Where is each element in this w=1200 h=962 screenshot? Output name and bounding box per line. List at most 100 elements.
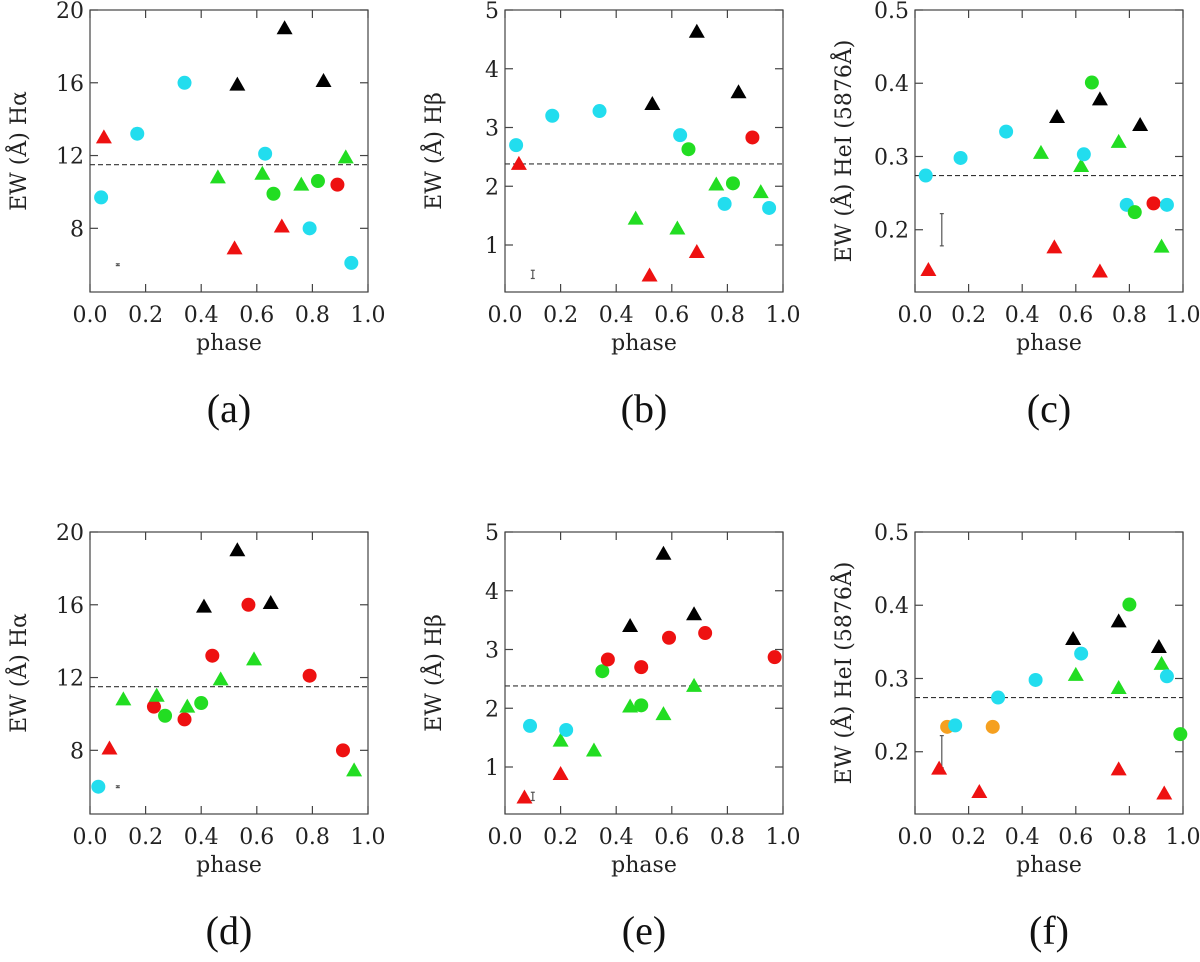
data-point-cyan-circle — [559, 722, 574, 737]
data-point-green-triangle — [1073, 158, 1090, 173]
panel-2: 0.0 0.2 0.4 0.6 0.8 1.0 1 2 3 4 5 phase EW (Å) Hβ (b) — [419, 0, 801, 431]
x-tick-label: 0.4 — [184, 303, 219, 328]
data-point-red-triangle — [510, 155, 527, 170]
data-point-cyan-circle — [1159, 197, 1174, 212]
data-point-red-triangle — [1046, 239, 1063, 254]
y-axis-label: EW (Å) HeI (5876Å) — [829, 562, 857, 785]
plot-frame — [504, 531, 784, 815]
x-tick-label: 1.0 — [351, 825, 386, 850]
data-point-green-triangle — [148, 687, 165, 702]
data-point-green-triangle — [1067, 666, 1084, 681]
y-tick-label: 8 — [70, 739, 84, 764]
x-tick-label: 0.0 — [488, 825, 523, 850]
data-point-green-triangle — [627, 210, 644, 225]
data-point-green-triangle — [179, 698, 196, 713]
data-point-green-triangle — [669, 220, 686, 235]
data-point-green-circle — [194, 696, 209, 711]
data-point-green-triangle — [337, 149, 354, 164]
data-point-green-triangle — [1032, 144, 1049, 159]
data-point-red-triangle — [971, 784, 988, 799]
data-point-red-triangle — [516, 789, 533, 804]
panel-label: (a) — [207, 386, 251, 431]
x-tick-label: 0.2 — [128, 825, 163, 850]
data-point-cyan-circle — [1074, 646, 1089, 661]
panel-label: (e) — [622, 908, 666, 953]
data-point-black-triangle — [315, 72, 332, 87]
plot-frame — [89, 531, 369, 815]
x-tick-label: 0.6 — [654, 825, 689, 850]
x-tick-label: 0.2 — [128, 303, 163, 328]
x-tick-label: 0.6 — [654, 303, 689, 328]
data-point-red-circle — [767, 650, 782, 665]
data-point-red-triangle — [931, 760, 948, 775]
data-point-green-triangle — [708, 176, 725, 191]
data-point-green-triangle — [686, 677, 703, 692]
data-point-cyan-circle — [991, 690, 1006, 705]
data-point-cyan-circle — [1028, 672, 1043, 687]
data-point-cyan-circle — [91, 779, 106, 794]
x-tick-label: 1.0 — [1166, 825, 1200, 850]
panel-label: (b) — [621, 386, 668, 431]
data-point-black-triangle — [276, 20, 293, 35]
y-axis-label: EW (Å) HeI (5876Å) — [829, 40, 857, 263]
y-axis-label: EW (Å) Hα — [4, 91, 32, 211]
plot-frame — [914, 531, 1184, 815]
data-point-black-triangle — [1150, 638, 1167, 653]
data-point-green-circle — [1127, 205, 1142, 220]
x-tick-label: 0.4 — [599, 825, 634, 850]
data-point-orange-circle — [985, 719, 1000, 734]
panel-5: 0.0 0.2 0.4 0.6 0.8 1.0 1 2 3 4 5 phase EW (Å) Hβ (e) — [419, 521, 801, 953]
x-tick-label: 1.0 — [351, 303, 386, 328]
data-point-green-circle — [1084, 75, 1099, 90]
y-axis-label: EW (Å) Hβ — [419, 92, 447, 210]
data-point-red-circle — [600, 652, 615, 667]
data-point-red-triangle — [688, 244, 705, 259]
data-point-cyan-circle — [509, 138, 524, 153]
data-point-cyan-circle — [344, 255, 359, 270]
data-point-green-circle — [725, 176, 740, 191]
x-tick-label: 0.8 — [295, 303, 330, 328]
data-point-green-circle — [158, 708, 173, 723]
data-point-green-circle — [266, 186, 281, 201]
data-point-cyan-circle — [523, 718, 538, 733]
data-point-red-circle — [241, 597, 256, 612]
data-point-green-circle — [595, 664, 610, 679]
data-point-red-triangle — [226, 240, 243, 255]
x-tick-label: 0.2 — [543, 303, 578, 328]
data-point-black-triangle — [655, 545, 672, 560]
data-point-cyan-circle — [302, 221, 317, 236]
data-point-black-triangle — [1110, 613, 1127, 628]
y-tick-label: 16 — [56, 72, 84, 97]
data-point-red-circle — [177, 712, 192, 727]
data-point-black-triangle — [688, 23, 705, 38]
data-point-black-triangle — [644, 96, 661, 110]
data-point-green-triangle — [212, 671, 229, 686]
x-tick-label: 0.8 — [710, 825, 745, 850]
data-point-green-triangle — [209, 169, 226, 184]
data-point-black-triangle — [730, 84, 747, 99]
data-point-cyan-circle — [717, 196, 732, 211]
data-point-cyan-circle — [953, 150, 968, 165]
data-point-green-triangle — [752, 184, 769, 199]
panel-3: 0.0 0.2 0.4 0.6 0.8 1.0 0.2 0.3 0.4 0.5 phase EW (Å… — [829, 0, 1200, 431]
data-point-cyan-circle — [1159, 669, 1174, 684]
data-point-green-triangle — [254, 165, 271, 180]
data-point-green-triangle — [655, 706, 672, 721]
panel-label: (c) — [1027, 386, 1071, 431]
data-point-cyan-circle — [592, 104, 607, 119]
y-tick-label: 3 — [485, 639, 499, 664]
data-point-red-triangle — [1110, 761, 1127, 776]
y-tick-label: 1 — [485, 234, 499, 259]
y-tick-label: 4 — [485, 58, 499, 83]
y-tick-label: 0.3 — [874, 667, 909, 692]
panel-6: 0.0 0.2 0.4 0.6 0.8 1.0 0.2 0.3 0.4 0.5 phase EW (Å… — [829, 521, 1200, 953]
x-tick-label: 0.4 — [184, 825, 219, 850]
x-tick-label: 1.0 — [1166, 303, 1200, 328]
panel-label: (f) — [1029, 908, 1069, 953]
data-point-cyan-circle — [762, 200, 777, 215]
y-tick-label: 0.5 — [874, 0, 909, 24]
data-point-cyan-circle — [999, 124, 1014, 139]
x-axis-label: phase — [611, 331, 677, 356]
data-point-red-circle — [745, 130, 760, 145]
